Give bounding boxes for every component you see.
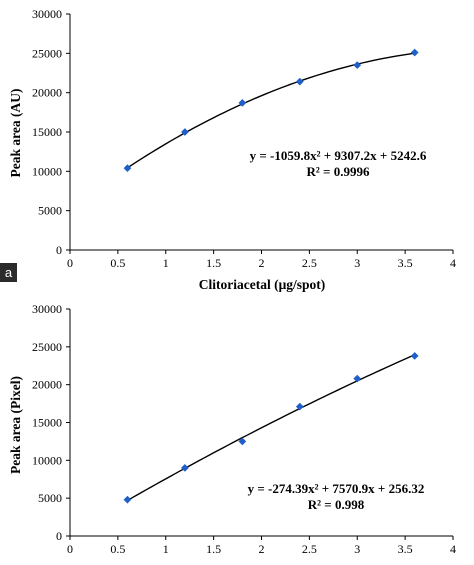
chart-b-data-point <box>410 351 419 360</box>
chart-b-r-squared: R² = 0.998 <box>308 497 365 512</box>
chart-a-trendline <box>127 52 415 169</box>
chart-a-y-tick-label: 30000 <box>32 7 62 21</box>
chart-a-y-tick-label: 15000 <box>32 125 62 139</box>
chart-a-x-tick-label: 0 <box>67 256 73 270</box>
chart-b-x-tick-label: 1 <box>163 542 169 556</box>
chart-a-x-tick-label: 2 <box>259 256 265 270</box>
chart-b-trendline <box>127 354 415 502</box>
chart-b-y-tick-label: 30000 <box>32 302 62 316</box>
chart-b-x-tick-label: 1.5 <box>206 542 221 556</box>
chart-a-y-tick-label: 20000 <box>32 86 62 100</box>
chart-a-y-axis-title: Peak area (AU) <box>8 89 23 178</box>
chart-a-x-tick-label: 2.5 <box>302 256 317 270</box>
chart-b-x-tick-label: 2 <box>259 542 265 556</box>
chart-panel-a: a y = -1059.8x² + 9307.2x + 5242.6 R² = … <box>0 7 456 292</box>
chart-b-data-point <box>295 402 304 411</box>
chart-a-x-tick-label: 0.5 <box>110 256 125 270</box>
chart-b-y-tick-label: 20000 <box>32 378 62 392</box>
chart-b-data-point <box>180 463 189 472</box>
chart-b-x-tick-label: 0 <box>67 542 73 556</box>
chart-b-y-tick-label: 25000 <box>32 340 62 354</box>
chart-a-y-tick-label: 25000 <box>32 46 62 60</box>
chart-b-x-tick-label: 2.5 <box>302 542 317 556</box>
chart-a-x-tick-label: 3 <box>354 256 360 270</box>
panel-label: a <box>5 265 13 280</box>
chart-a-data-point <box>180 128 189 136</box>
chart-a-x-tick-label: 3.5 <box>398 256 413 270</box>
chart-a-data-point <box>123 164 132 173</box>
chart-b-x-tick-label: 4 <box>450 542 456 556</box>
chart-a-x-axis-title: Clitoriacetal (μg/spot) <box>199 277 326 292</box>
chart-a-data-point <box>295 77 304 86</box>
chart-a-data-point <box>238 98 247 107</box>
chart-b-y-tick-label: 5000 <box>38 491 62 505</box>
chart-b-y-axis-title: Peak area (Pixel) <box>8 376 23 474</box>
chart-a-y-tick-label: 10000 <box>32 164 62 178</box>
chart-b-y-tick-label: 15000 <box>32 416 62 430</box>
panel-label-box <box>0 263 17 282</box>
chart-a-y-tick-label: 0 <box>56 243 62 257</box>
chart-b-equation: y = -274.39x² + 7570.9x + 256.32 <box>248 481 425 496</box>
chart-b-data-point <box>238 437 247 446</box>
chart-b-data-point <box>353 374 362 383</box>
chart-panel-b: y = -274.39x² + 7570.9x + 256.32 R² = 0.… <box>8 302 456 556</box>
chart-a-y-tick-label: 5000 <box>38 204 62 218</box>
chart-b-data-point <box>123 495 132 504</box>
chart-b-y-tick-label: 10000 <box>32 453 62 467</box>
chart-a-r-squared: R² = 0.9996 <box>307 164 370 179</box>
chart-b-x-tick-label: 3 <box>354 542 360 556</box>
chart-a-equation: y = -1059.8x² + 9307.2x + 5242.6 <box>250 148 427 163</box>
chart-b-x-tick-label: 3.5 <box>398 542 413 556</box>
chart-b-x-tick-label: 0.5 <box>110 542 125 556</box>
chart-a-data-point <box>410 48 419 57</box>
chart-a-data-point <box>353 61 362 70</box>
chart-a-x-tick-label: 1.5 <box>206 256 221 270</box>
chart-b-y-tick-label: 0 <box>56 529 62 543</box>
chart-a-x-tick-label: 1 <box>163 256 169 270</box>
chart-a-x-tick-label: 4 <box>450 256 456 270</box>
